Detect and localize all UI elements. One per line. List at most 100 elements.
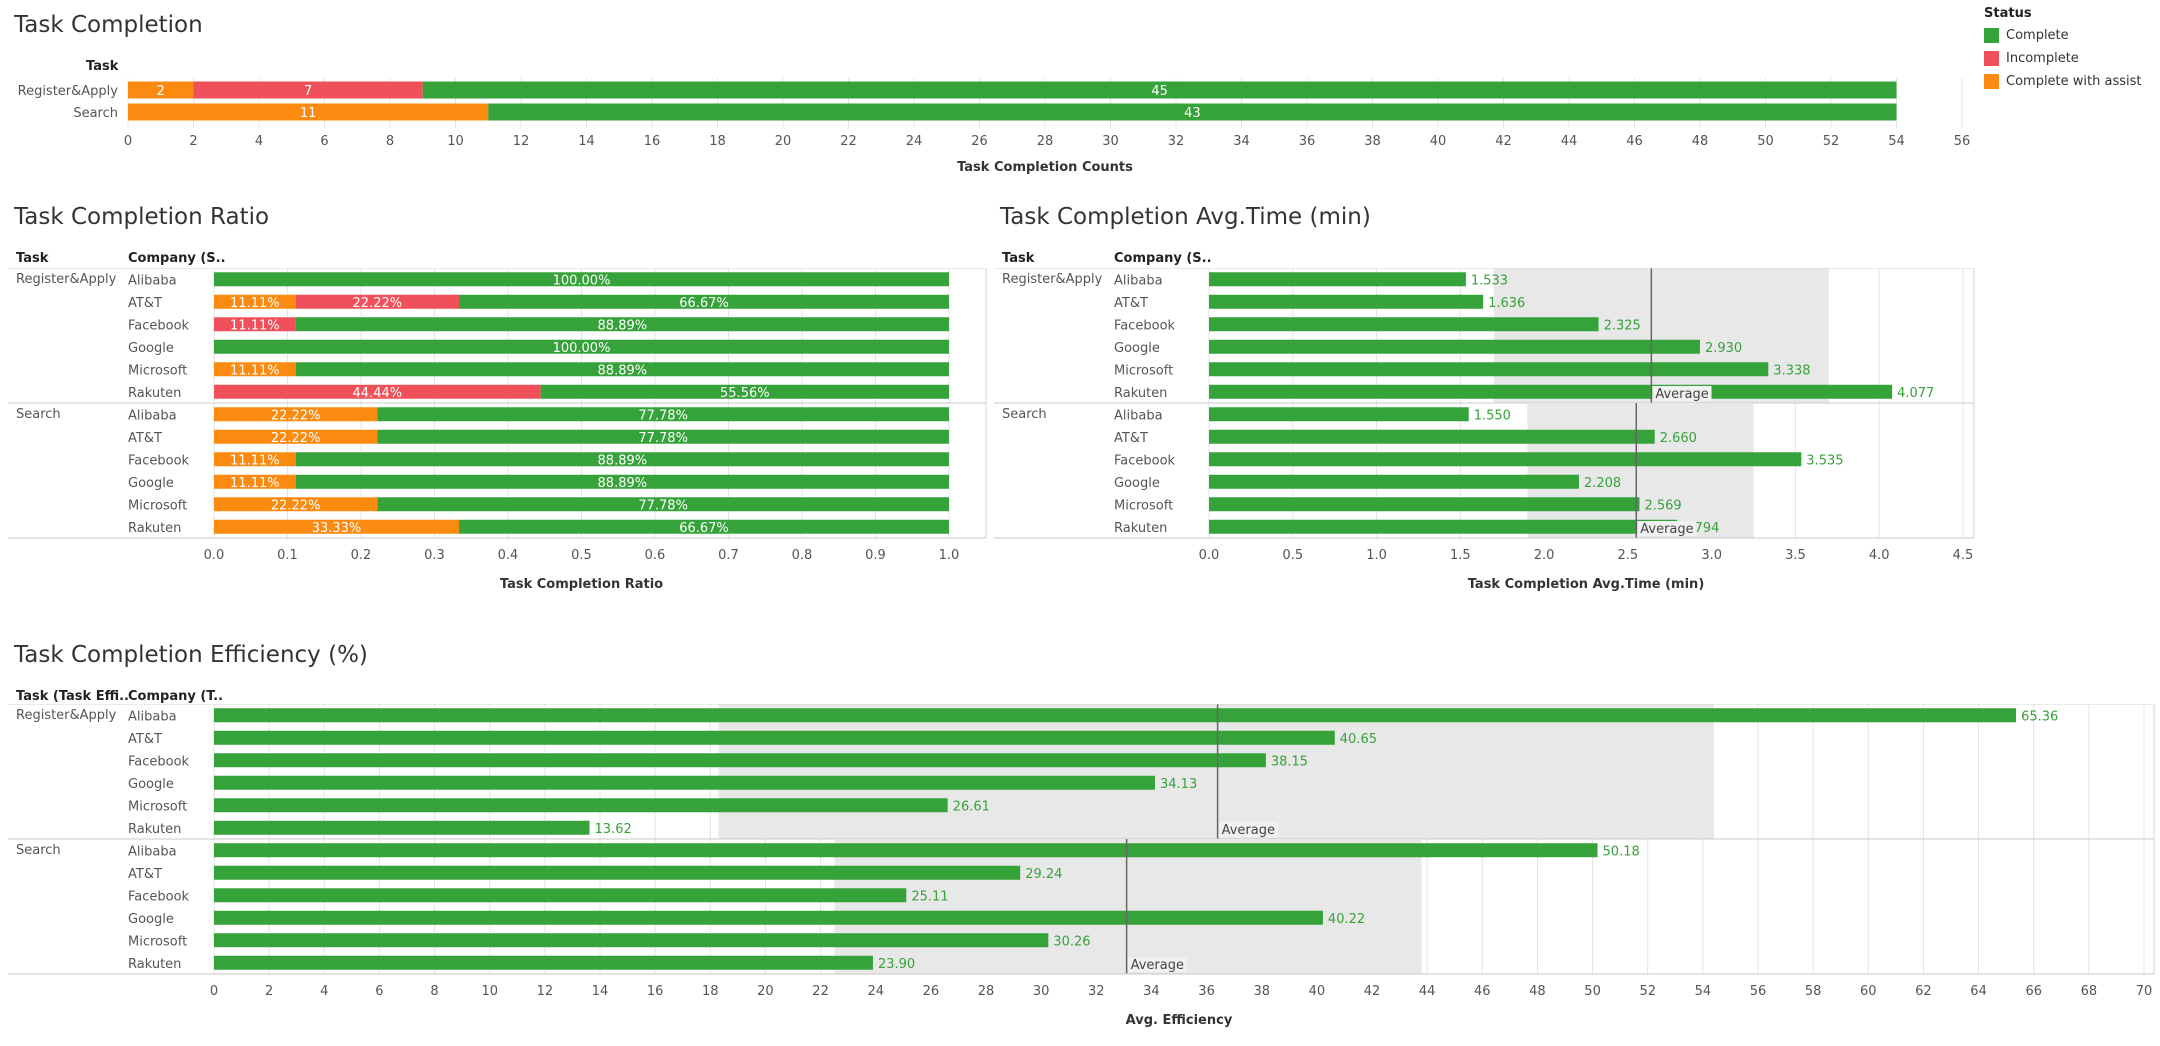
bar-label-registerandapply-microsoft-complete: 88.89% [598,363,648,378]
reference-band-search [1527,403,1754,538]
bar-label-registerandapply-rakuten-complete: 55.56% [720,386,770,401]
value-label-registerandapply-atandt: 1.636 [1488,296,1525,311]
bar-search-rakuten-complete [458,519,949,534]
bar-registerandapply-microsoft-complete [295,362,949,377]
value-label-search-facebook: 25.11 [911,889,948,904]
reference-band-registerandapply [718,704,1714,839]
bar-search-complete-with-assist [128,103,489,121]
bar-search-atandt [1209,429,1655,444]
x-tick-label: 34 [1143,984,1160,999]
legend-label-complete-with-assist: Complete with assist [2006,74,2142,89]
x-tick-label: 32 [1088,984,1105,999]
value-label-registerandapply-google: 34.13 [1160,777,1197,792]
x-tick-label: 0.2 [351,548,372,563]
bar-search-atandt [214,865,1021,880]
legend-item-complete[interactable]: Complete [1984,24,2142,47]
bar-registerandapply-rakuten-incomplete [214,384,541,399]
company-label-registerandapply-alibaba: Alibaba [128,709,177,724]
bar-label-search-facebook-complete-with-assist: 11.11% [230,453,280,468]
x-tick-label: 0 [210,984,218,999]
company-label-registerandapply-microsoft: Microsoft [1114,363,1173,378]
row-label-search: Search [73,106,118,121]
bar-registerandapply-incomplete [193,81,423,99]
x-tick-label: 0.0 [1199,548,1220,563]
x-tick-label: 0 [124,134,132,149]
bar-label-search-microsoft-complete: 77.78% [638,498,688,513]
bar-search-google [1209,474,1579,489]
bar-label-registerandapply-facebook-complete: 88.89% [598,318,648,333]
company-label-search-google: Google [128,912,174,927]
x-tick-label: 46 [1626,134,1643,149]
bar-label-registerandapply-alibaba-complete: 100.00% [553,273,611,288]
bar-label-search-facebook-complete: 88.89% [598,453,648,468]
company-label-search-google: Google [1114,476,1160,491]
value-label-registerandapply-facebook: 2.325 [1604,318,1641,333]
bar-registerandapply-alibaba [214,708,2017,723]
avgtime-header-company: Company (S.. [1114,251,1212,266]
bar-registerandapply-complete-with-assist [128,81,194,99]
bar-registerandapply-facebook [1209,317,1599,332]
company-label-search-facebook: Facebook [1114,453,1176,468]
value-label-search-microsoft: 2.569 [1644,498,1681,513]
x-tick-label: 52 [1639,984,1656,999]
bar-search-facebook-complete [295,452,949,467]
x-tick-label: 20 [775,134,792,149]
reference-band-registerandapply [1493,268,1829,403]
company-label-registerandapply-facebook: Facebook [128,754,190,769]
company-label-registerandapply-microsoft: Microsoft [128,799,187,814]
value-label-search-facebook: 3.535 [1806,453,1843,468]
x-tick-label: 54 [1695,984,1712,999]
company-label-search-microsoft: Microsoft [128,498,187,513]
company-label-search-alibaba: Alibaba [128,408,177,423]
x-tick-label: 30 [1033,984,1050,999]
reference-band-search [834,839,1422,974]
x-tick-label: 50 [1757,134,1774,149]
x-tick-label: 30 [1102,134,1119,149]
bar-label-registerandapply-atandt-complete-with-assist: 11.11% [230,296,280,311]
x-tick-label: 2 [265,984,273,999]
x-tick-label: 24 [867,984,884,999]
bar-registerandapply-atandt [1209,294,1484,309]
company-label-registerandapply-facebook: Facebook [1114,318,1176,333]
x-tick-label: 22 [840,134,857,149]
value-label-search-atandt: 2.660 [1660,431,1697,446]
x-tick-label: 0.5 [571,548,592,563]
ratio-header-task: Task [16,251,49,266]
task-label-registerandapply: Register&Apply [16,708,117,723]
x-tick-label: 26 [923,984,940,999]
x-tick-label: 24 [906,134,923,149]
x-tick-label: 36 [1198,984,1215,999]
bar-label-search-google-complete: 88.89% [598,476,648,491]
legend-item-incomplete[interactable]: Incomplete [1984,47,2142,70]
value-label-registerandapply-atandt: 40.65 [1340,732,1377,747]
average-label-search: Average [1131,958,1184,973]
value-label-registerandapply-microsoft: 3.338 [1773,363,1810,378]
x-tick-label: 44 [1419,984,1436,999]
task-label-search: Search [16,843,61,858]
legend-label-complete: Complete [2006,28,2069,43]
legend-title: Status [1984,6,2032,21]
x-tick-label: 0.4 [498,548,519,563]
status-legend: Status Complete Incomplete Complete with… [1984,6,2142,93]
value-label-search-alibaba: 1.550 [1474,408,1511,423]
x-tick-label: 50 [1584,984,1601,999]
legend-swatch-complete [1984,28,1999,43]
x-tick-label: 48 [1529,984,1546,999]
company-label-registerandapply-rakuten: Rakuten [128,822,181,837]
task-completion-avg-time-title: Task Completion Avg.Time (min) [1000,204,1371,230]
x-tick-label: 54 [1888,134,1905,149]
x-tick-label: 22 [812,984,829,999]
company-label-search-google: Google [128,476,174,491]
legend-item-complete-with-assist[interactable]: Complete with assist [1984,70,2142,93]
company-label-registerandapply-google: Google [1114,341,1160,356]
company-label-registerandapply-alibaba: Alibaba [128,273,177,288]
bar-registerandapply-facebook-incomplete [214,317,296,332]
company-label-registerandapply-google: Google [128,777,174,792]
x-tick-label: 60 [1860,984,1877,999]
ratio-header-company: Company (S.. [128,251,226,266]
x-tick-label: 2.5 [1618,548,1639,563]
value-label-search-google: 2.208 [1584,476,1621,491]
bar-label-registerandapply-google-complete: 100.00% [553,341,611,356]
task-completion-efficiency-chart: Register&Apply Alibaba 65.36 AT&T 40.65 Faceb… [8,704,2155,1028]
company-label-registerandapply-google: Google [128,341,174,356]
